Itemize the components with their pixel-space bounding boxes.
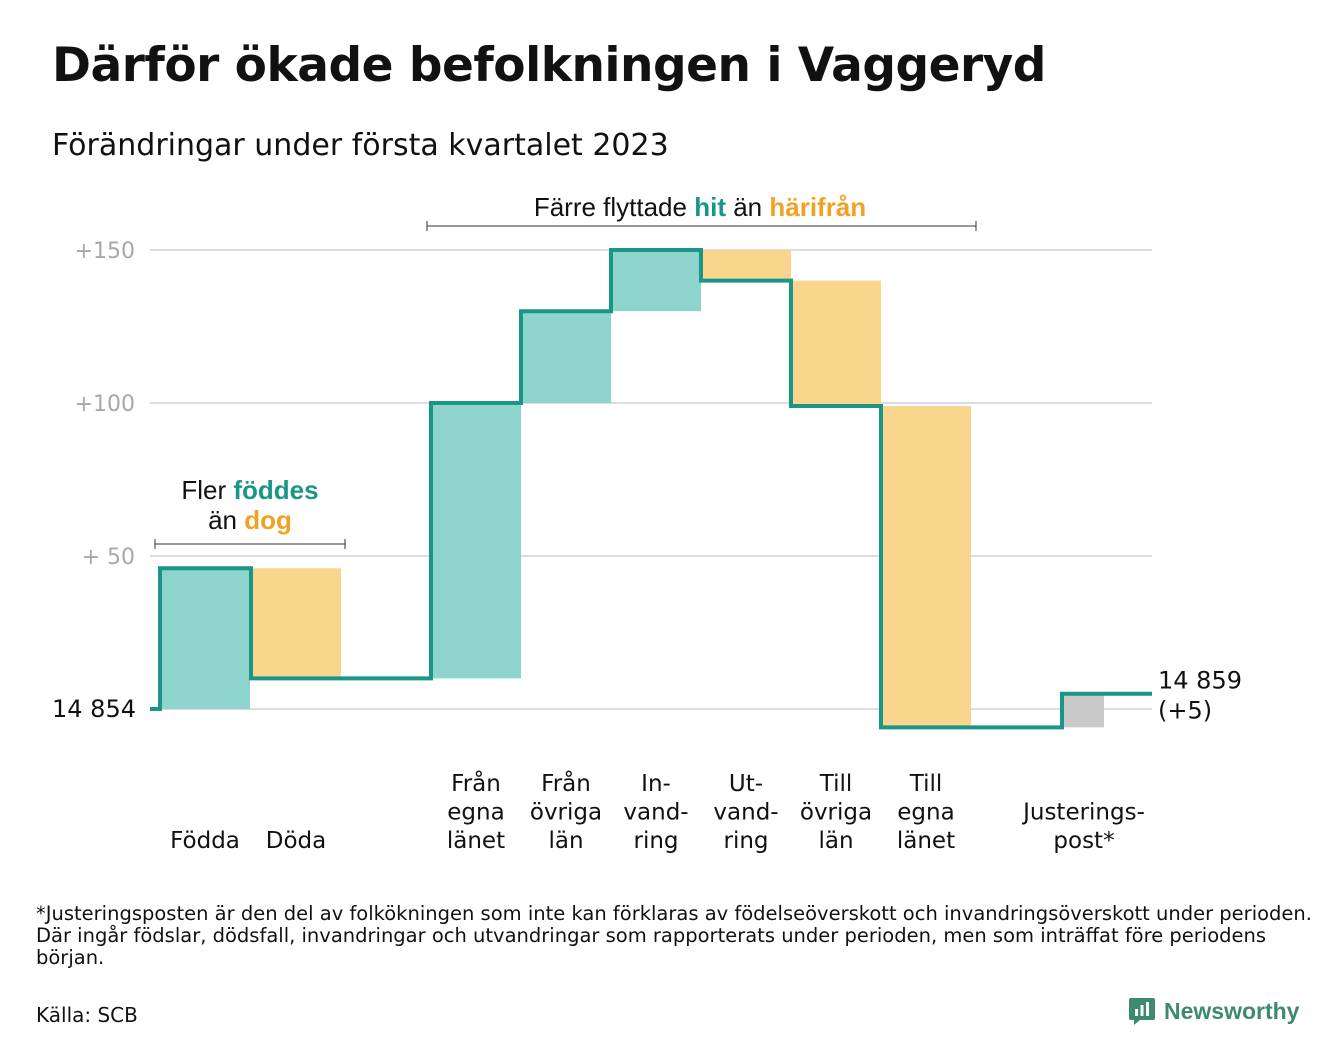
bar-5	[611, 250, 701, 312]
category-label: Döda	[266, 828, 326, 854]
bar-9	[1064, 693, 1104, 728]
category-label: Justerings-	[1021, 800, 1145, 826]
newsworthy-logo-icon	[1129, 998, 1155, 1025]
bar-4	[521, 311, 611, 403]
category-label: Till	[819, 771, 853, 797]
category-label: Från	[451, 769, 501, 797]
brand: Newsworthy	[1128, 996, 1299, 1026]
end-value-label: 14 859	[1158, 667, 1242, 695]
category-label: ring	[723, 828, 768, 854]
cumulative-step-line	[150, 248, 1152, 730]
category-label: Till	[909, 771, 943, 797]
brand-name: Newsworthy	[1164, 997, 1300, 1024]
category-label: övriga	[800, 800, 872, 826]
category-label: egna	[447, 800, 504, 826]
annotation-births-line2: än dog	[208, 505, 292, 535]
bar-6	[701, 250, 791, 281]
start-value-label: 14 854	[52, 695, 136, 723]
category-label: vand-	[623, 800, 688, 826]
annotation-births-line1: Fler föddes	[181, 475, 318, 505]
category-label: länet	[897, 828, 955, 854]
category-label: länet	[447, 828, 505, 854]
category-label: län	[818, 828, 853, 854]
bar-7	[791, 280, 881, 407]
category-label: Ut-	[729, 771, 763, 797]
chart-title: Därför ökade befolkningen i Vaggeryd	[52, 38, 1046, 93]
y-tick-label: +150	[75, 239, 135, 264]
category-label: post*	[1053, 828, 1114, 854]
category-label: Födda	[170, 828, 240, 854]
category-label: Från	[541, 769, 591, 797]
category-label: ring	[633, 828, 678, 854]
category-label: län	[548, 828, 583, 854]
bar-3	[431, 403, 521, 679]
category-label: egna	[897, 800, 954, 826]
category-label: vand-	[713, 800, 778, 826]
y-tick-label: + 50	[82, 545, 135, 570]
footnote: *Justeringsposten är den del av folkökni…	[36, 902, 1312, 969]
category-label: övriga	[530, 800, 602, 826]
bar-8	[881, 406, 971, 728]
annotation-moves: Färre flyttade hit än härifrån	[534, 192, 866, 222]
y-tick-label: +100	[75, 392, 135, 417]
waterfall-chart: + 50 +100 +150 14 854 14 859(+5) Födda Döda Frå…	[52, 192, 1242, 854]
bar-2	[251, 568, 341, 679]
chart-subtitle: Förändringar under första kvartalet 2023	[52, 128, 669, 163]
end-change-label: (+5)	[1158, 697, 1212, 725]
category-label: In-	[641, 771, 671, 797]
bar-1	[160, 568, 250, 709]
source-note: Källa: SCB	[36, 1003, 138, 1027]
